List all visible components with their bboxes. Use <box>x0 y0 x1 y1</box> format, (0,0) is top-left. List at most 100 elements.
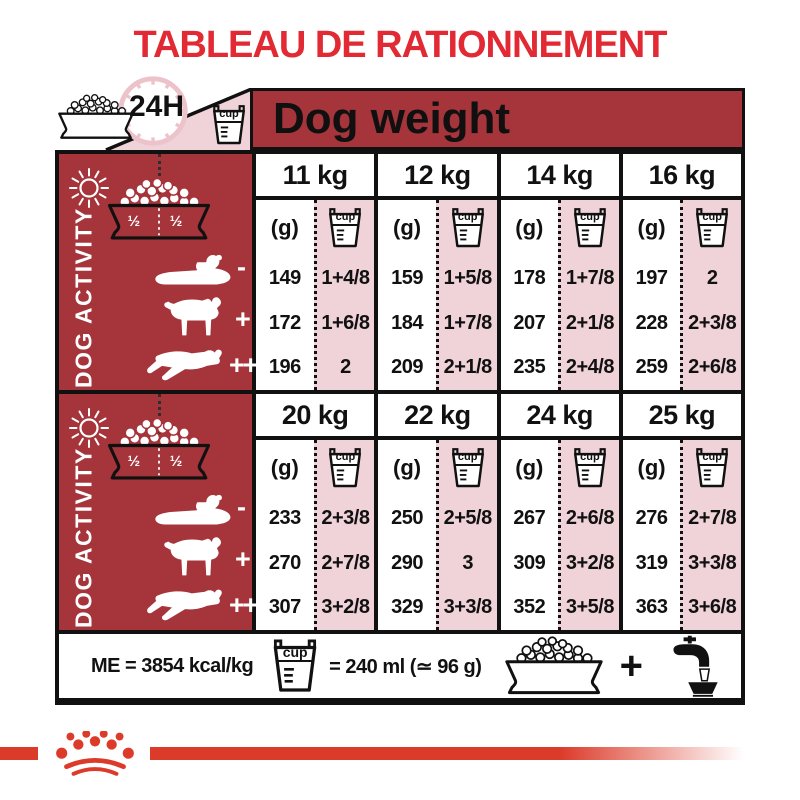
grams-value: 209 <box>391 356 423 379</box>
measuring-cup-icon: cup <box>572 447 608 489</box>
cups-subcolumn: cup 2+7/8 3+3/8 3+6/8 <box>680 440 741 630</box>
rationing-table: DOG ACTIVITY ½ ½ - + ++ 11 kg <box>55 150 745 705</box>
cups-subcolumn: cup 1+4/8 1+6/8 2 <box>313 200 375 390</box>
cup-subhead: cup <box>317 440 375 496</box>
cups-subcolumn: cup 2+6/8 3+2/8 3+5/8 <box>558 440 619 630</box>
weight-section-1: DOG ACTIVITY ½ ½ - + ++ 11 kg <box>59 154 741 394</box>
cups-value: 2+1/8 <box>443 356 493 379</box>
measuring-cup-icon: cup <box>327 207 363 249</box>
grams-value: 309 <box>513 551 546 574</box>
weight-column-14kg: 14 kg (g) 178 207 235 cup <box>500 154 623 390</box>
weight-section-2: DOG ACTIVITY ½ ½ - + ++ 20 kg <box>59 394 741 634</box>
cups-value: 3+2/8 <box>565 551 615 574</box>
weight-column-11kg: 11 kg (g) 149 172 196 cup <box>256 154 379 390</box>
column-body: (g) 250 290 329 cup <box>378 440 497 630</box>
cups-value: 2+4/8 <box>565 356 615 379</box>
cups-value: 3 <box>462 551 473 574</box>
cup-subhead: cup <box>561 200 619 256</box>
cups-value: 2+1/8 <box>565 311 615 334</box>
half-ration-label: ½ <box>169 213 183 231</box>
grams-unit-label: (g) <box>637 455 666 480</box>
weight-header: 12 kg <box>378 154 497 200</box>
grams-value: 184 <box>391 311 423 334</box>
weight-header: 16 kg <box>622 154 741 200</box>
grams-subcolumn: (g) 250 290 329 <box>378 440 436 630</box>
grams-unit-label: (g) <box>637 215 666 240</box>
measuring-cup-icon: cup <box>572 207 608 249</box>
column-body: (g) 159 184 209 cup <box>378 200 497 390</box>
cup-subhead: cup <box>683 200 741 256</box>
cups-value: 2+6/8 <box>688 356 737 379</box>
medium-activity-marker: + <box>235 304 251 334</box>
cup-subhead: cup <box>683 440 741 496</box>
column-body: (g) 197 228 259 cup <box>622 200 741 390</box>
medium-activity-marker: + <box>235 544 251 574</box>
cups-value: 2+3/8 <box>688 311 737 334</box>
cup-icon-label: cup <box>454 212 481 226</box>
dotted-divider <box>158 154 161 200</box>
grams-unit-label: (g) <box>270 455 299 480</box>
cups-value: 2+6/8 <box>565 506 615 529</box>
moon-icon <box>216 170 243 210</box>
grams-unit-label: (g) <box>270 215 299 240</box>
grams-value: 352 <box>513 596 546 619</box>
cup-subhead: cup <box>561 440 619 496</box>
cup-icon-label: cup <box>576 212 603 226</box>
weight-columns: 11 kg (g) 149 172 196 cup <box>256 154 741 390</box>
cups-value: 1+7/8 <box>565 266 615 289</box>
grams-value: 250 <box>391 506 423 529</box>
weight-header: 14 kg <box>500 154 619 200</box>
column-body: (g) 178 207 235 cup <box>500 200 619 390</box>
cups-value: 3+6/8 <box>688 596 737 619</box>
column-body: (g) 267 309 352 cup <box>500 440 619 630</box>
cups-value: 1+7/8 <box>443 311 493 334</box>
measuring-cup-icon: cup <box>211 104 247 146</box>
low-activity-dog-icon <box>151 252 233 292</box>
high-activity-dog-icon <box>139 346 233 384</box>
cups-value: 2 <box>706 266 718 289</box>
moon-icon <box>216 410 243 450</box>
low-activity-dog-icon <box>151 492 233 532</box>
cups-subcolumn: cup 1+5/8 1+7/8 2+1/8 <box>435 200 497 390</box>
cup-icon-label: cup <box>576 452 603 466</box>
grams-unit-label: (g) <box>393 215 422 240</box>
cup-equivalence-label: = 240 ml (≃ 96 g) <box>329 655 482 678</box>
half-half-bowl-icon: ½ ½ <box>105 408 213 492</box>
royal-canin-crown-logo <box>46 731 144 777</box>
cup-icon-label: cup <box>699 452 726 466</box>
weight-header: 11 kg <box>256 154 375 200</box>
column-body: (g) 233 270 307 cup <box>256 440 375 630</box>
cups-value: 1+4/8 <box>321 266 370 289</box>
grams-value: 149 <box>268 266 301 289</box>
cup-subhead: cup <box>317 200 375 256</box>
water-faucet-icon <box>649 635 729 697</box>
dog-activity-panel: DOG ACTIVITY ½ ½ - + ++ <box>59 394 259 630</box>
grams-value: 228 <box>635 311 668 334</box>
duration-label: 24H <box>129 90 185 123</box>
grams-value: 276 <box>635 506 668 529</box>
grams-subcolumn: (g) 159 184 209 <box>378 200 436 390</box>
measuring-cup-icon: cup <box>271 638 319 694</box>
cups-value: 2+5/8 <box>443 506 493 529</box>
cups-subcolumn: cup 2+5/8 3 3+3/8 <box>435 440 497 630</box>
grams-unit-label: (g) <box>515 215 544 240</box>
grams-value: 267 <box>513 506 546 529</box>
cup-icon-label: cup <box>454 452 481 466</box>
grams-value: 290 <box>391 551 423 574</box>
low-activity-marker: - <box>237 252 246 282</box>
food-bowl-icon <box>496 636 612 696</box>
cups-value: 2+7/8 <box>321 551 370 574</box>
cup-icon-label: cup <box>332 212 359 226</box>
cups-subcolumn: cup 2 2+3/8 2+6/8 <box>680 200 741 390</box>
grams-value: 159 <box>391 266 423 289</box>
cups-value: 1+5/8 <box>443 266 493 289</box>
weight-column-12kg: 12 kg (g) 159 184 209 cup <box>378 154 501 390</box>
cup-icon-label: cup <box>277 645 313 662</box>
measuring-cup-icon: cup <box>694 447 730 489</box>
half-ration-label: ½ <box>127 453 141 471</box>
brand-red-line <box>0 747 800 760</box>
grams-unit-label: (g) <box>393 455 422 480</box>
column-body: (g) 149 172 196 cup <box>256 200 375 390</box>
grams-subcolumn: (g) 276 319 363 <box>622 440 681 630</box>
grams-value: 259 <box>635 356 668 379</box>
